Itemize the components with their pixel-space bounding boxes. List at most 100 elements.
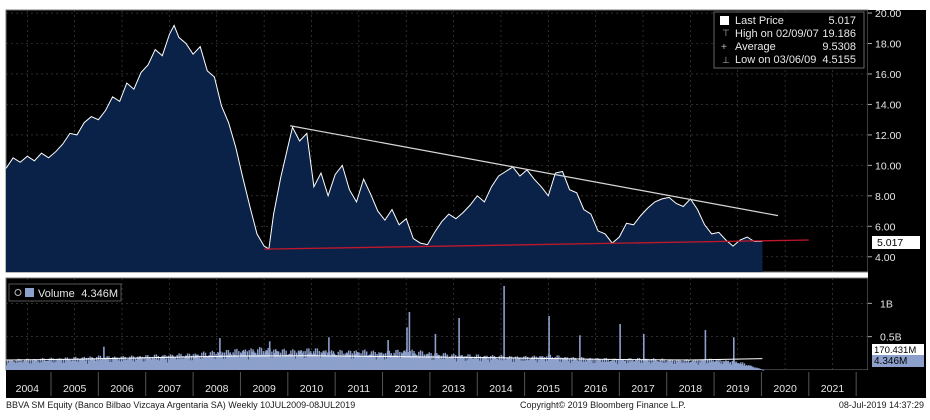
volume-bar <box>363 356 365 370</box>
volume-bar <box>154 359 157 370</box>
volume-bar <box>560 357 562 370</box>
volume-bar <box>403 350 406 370</box>
volume-bar <box>380 352 382 370</box>
volume-bar <box>27 358 30 370</box>
volume-bar <box>700 359 702 370</box>
volume-tick-label: 0.5B <box>880 332 902 344</box>
volume-bar <box>653 358 655 370</box>
volume-bar <box>250 348 252 370</box>
volume-bar <box>607 359 609 370</box>
volume-bar <box>561 361 563 370</box>
volume-bar <box>603 358 606 370</box>
volume-bar <box>30 363 32 370</box>
volume-bar <box>653 360 656 370</box>
volume-bar <box>334 354 337 370</box>
volume-bar <box>454 359 456 370</box>
volume-bar <box>440 355 443 370</box>
volume-bar <box>578 360 580 370</box>
volume-bar <box>81 357 84 370</box>
volume-bar <box>401 352 403 370</box>
volume-bar <box>136 356 139 370</box>
volume-bar <box>188 353 191 370</box>
volume-bar <box>754 367 756 370</box>
volume-bar <box>377 356 379 370</box>
volume-avg-tag-text: 170.431M <box>874 345 916 356</box>
volume-bar <box>487 359 489 370</box>
price-tick-label: 8.00 <box>875 191 896 203</box>
volume-bar <box>184 356 186 370</box>
volume-bar <box>230 354 232 370</box>
volume-bar <box>80 358 83 370</box>
volume-bar <box>648 362 650 370</box>
volume-spike-bar <box>387 340 389 370</box>
volume-spike-bar <box>503 286 505 370</box>
volume-bar <box>692 359 695 370</box>
volume-bar <box>466 360 468 370</box>
volume-bar <box>428 352 430 370</box>
volume-bar <box>497 359 499 370</box>
volume-bar <box>395 350 397 370</box>
volume-bar <box>104 357 106 370</box>
x-tick-label: 2008 <box>205 383 229 395</box>
legend-low-value: 4.5155 <box>822 54 856 66</box>
volume-bar <box>99 355 102 370</box>
volume-bar <box>512 358 515 370</box>
volume-bar <box>632 359 634 370</box>
volume-spike-bar <box>406 327 408 370</box>
volume-bar <box>518 357 520 370</box>
volume-bar <box>203 351 205 370</box>
volume-bar <box>110 358 112 370</box>
volume-bar <box>727 360 730 370</box>
volume-bar <box>536 362 538 370</box>
volume-bar <box>168 359 171 370</box>
volume-bar <box>258 347 261 370</box>
resistance-trendline <box>290 125 779 217</box>
volume-bar <box>370 351 373 370</box>
volume-bar <box>365 355 367 370</box>
volume-bar <box>557 359 559 370</box>
volume-bar <box>738 363 740 370</box>
volume-bar <box>718 362 720 370</box>
volume-bar <box>243 351 246 370</box>
volume-bar <box>748 365 750 370</box>
volume-bar <box>53 362 55 370</box>
volume-bar <box>61 362 64 370</box>
volume-bar <box>376 353 378 370</box>
volume-bar <box>278 355 281 370</box>
volume-bar <box>111 362 113 370</box>
volume-bar <box>569 362 571 370</box>
volume-bar <box>410 356 412 370</box>
volume-bar <box>177 358 179 370</box>
price-legend: Last Price 5.017 ⊤ High on 02/09/07 19.1… <box>713 11 865 69</box>
volume-bar <box>425 354 427 370</box>
volume-bar <box>40 358 42 370</box>
volume-bar <box>685 362 687 370</box>
price-tick-label: 16.00 <box>875 69 901 81</box>
volume-bar <box>584 359 587 370</box>
volume-bar <box>364 349 366 370</box>
volume-bar <box>317 356 319 370</box>
volume-bar <box>212 357 214 370</box>
volume-bar <box>725 360 728 370</box>
volume-bar <box>443 359 445 370</box>
volume-bar <box>479 356 481 370</box>
volume-bar <box>192 354 194 370</box>
volume-bar <box>167 362 169 370</box>
volume-bar <box>241 351 244 370</box>
volume-bar <box>305 357 307 370</box>
volume-bar <box>16 362 18 370</box>
volume-bar <box>78 359 81 370</box>
volume-bar <box>572 357 574 370</box>
volume-bar <box>469 354 471 370</box>
price-tick-label: 10.00 <box>875 160 901 172</box>
volume-bar <box>411 349 413 370</box>
volume-bar <box>304 351 306 370</box>
volume-bar <box>162 355 164 370</box>
volume-spike-bar <box>704 330 707 370</box>
volume-bar <box>332 351 335 370</box>
volume-bar <box>420 357 423 370</box>
volume-bar <box>524 360 526 370</box>
last-price-swatch <box>720 16 729 25</box>
volume-bar <box>441 358 444 370</box>
volume-bar <box>480 361 482 370</box>
